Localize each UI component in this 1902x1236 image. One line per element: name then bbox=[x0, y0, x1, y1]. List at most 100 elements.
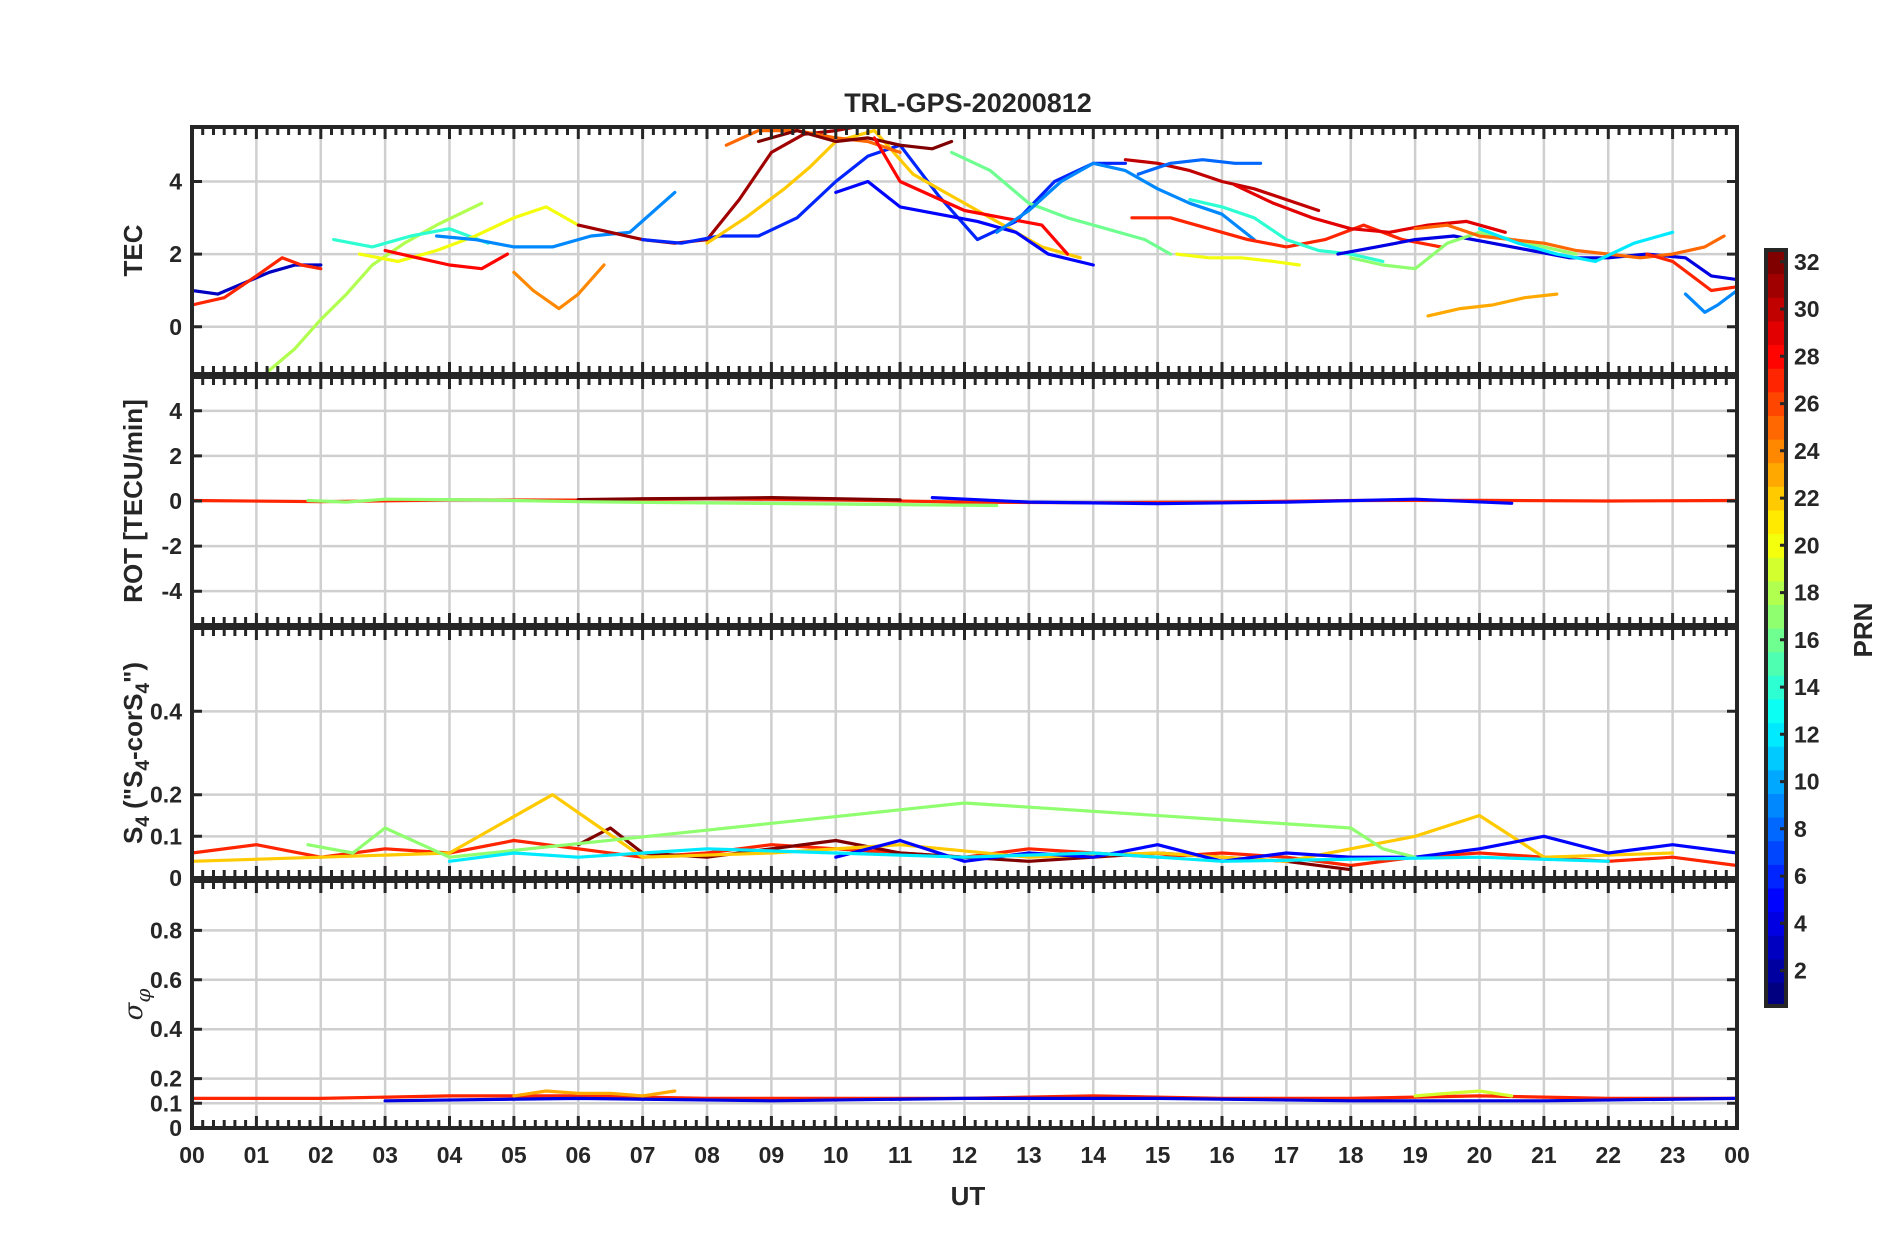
colorbar-tick-label: 6 bbox=[1794, 863, 1807, 889]
colorbar-tick-label: 10 bbox=[1794, 769, 1820, 795]
panel-rot-ylabel: ROT [TECU/min] bbox=[118, 399, 148, 603]
colorbar-ticks bbox=[1780, 260, 1786, 973]
tick-marks bbox=[190, 881, 1739, 1130]
series-prn-6 bbox=[640, 143, 1128, 245]
series-prn-24 bbox=[512, 263, 606, 311]
colorbar-segment bbox=[1766, 557, 1786, 582]
y-tick-label: -4 bbox=[162, 578, 183, 604]
colorbar-segment bbox=[1766, 958, 1786, 983]
ylabel-part: -corS bbox=[118, 694, 148, 760]
colorbar-segment bbox=[1766, 817, 1786, 842]
colorbar-tick-label: 32 bbox=[1794, 249, 1820, 275]
series-prn-23 bbox=[512, 1089, 677, 1098]
y-tick-label: 0.2 bbox=[150, 782, 182, 808]
panel-sigma: 00.10.2 0.4 0.6 0.8 σφ bbox=[119, 879, 1739, 1141]
series-prn-19 bbox=[1413, 1089, 1514, 1098]
ylabel-sigma: σ bbox=[119, 1001, 149, 1020]
series-prn-25 bbox=[1413, 223, 1726, 260]
x-tick-label: 12 bbox=[952, 1142, 978, 1168]
x-tick-label: 11 bbox=[888, 1142, 913, 1168]
series-prn-31 bbox=[576, 127, 857, 245]
y-tick-label: 0.1 bbox=[150, 1090, 182, 1116]
x-tick-labels: 00 01 02 03 04 05 06 07 08 09 10 11 12 13 14 15 16 17 18 19… bbox=[179, 1142, 1750, 1168]
panel-s4-series bbox=[192, 793, 1737, 872]
series-prn-27 bbox=[192, 256, 323, 307]
series-prn-27 bbox=[1130, 216, 1443, 249]
series-prn-14 bbox=[332, 227, 490, 249]
colorbar-segment bbox=[1766, 415, 1786, 440]
x-tick-label: 10 bbox=[823, 1142, 849, 1168]
y-tick-label: 0 bbox=[169, 865, 182, 891]
series-prn-5 bbox=[834, 179, 1095, 267]
series-prn-16 bbox=[949, 150, 1173, 256]
tick-marks bbox=[190, 377, 1739, 625]
colorbar-tick-label: 30 bbox=[1794, 296, 1820, 322]
ylabel-part: 4 bbox=[133, 683, 154, 694]
colorbar-segment bbox=[1766, 698, 1786, 724]
series-prn-12 bbox=[447, 847, 1610, 863]
colorbar-segment bbox=[1766, 722, 1786, 747]
y-tick-label: 2 bbox=[169, 241, 182, 267]
colorbar-segment bbox=[1766, 509, 1786, 535]
series-prn-30 bbox=[1123, 158, 1321, 213]
colorbar-segment bbox=[1766, 675, 1786, 700]
y-tick-label: 0.8 bbox=[150, 917, 182, 943]
x-tick-label: 15 bbox=[1145, 1142, 1171, 1168]
x-tick-label: 04 bbox=[437, 1142, 463, 1168]
y-tick-label: 0 bbox=[169, 488, 182, 514]
x-tick-label: 03 bbox=[372, 1142, 398, 1168]
series-prn-4 bbox=[1336, 234, 1737, 282]
y-tick-label: 0.2 bbox=[150, 1066, 182, 1092]
panel-sigma-ylabel: σφ bbox=[119, 989, 155, 1021]
colorbar-tick-label: 22 bbox=[1794, 485, 1820, 511]
colorbar-tick-label: 12 bbox=[1794, 721, 1820, 747]
series-prn-17 bbox=[306, 801, 1417, 859]
panel-s4-grid bbox=[192, 628, 1737, 880]
x-axis-label: UT bbox=[951, 1181, 986, 1211]
x-tick-label: 06 bbox=[565, 1142, 591, 1168]
series-prn-20 bbox=[1175, 252, 1301, 267]
colorbar-tick-label: 28 bbox=[1794, 343, 1820, 369]
x-tick-label: 16 bbox=[1209, 1142, 1235, 1168]
colorbar-tick-label: 4 bbox=[1794, 910, 1807, 936]
colorbar-tick-label: 20 bbox=[1794, 532, 1820, 558]
colorbar-segment bbox=[1766, 297, 1786, 322]
colorbar-frame bbox=[1764, 248, 1788, 1008]
series-prn-5 bbox=[834, 834, 1737, 863]
y-tick-label: 0 bbox=[169, 1115, 182, 1141]
colorbar-segment bbox=[1766, 462, 1786, 487]
tick-marks bbox=[190, 127, 1739, 374]
series-prn-5 bbox=[930, 496, 1514, 506]
ylabel-part: S bbox=[118, 827, 148, 844]
colorbar-segment bbox=[1766, 840, 1786, 865]
ylabel-part: 4 bbox=[133, 816, 154, 827]
panel-s4: 00.10.20.4S4 ("S4-corS4") bbox=[118, 626, 1739, 891]
series-prn-9 bbox=[435, 190, 677, 249]
panel-tec-series bbox=[192, 127, 1737, 372]
colorbar-segment bbox=[1766, 604, 1786, 629]
colorbar-tick-label: 26 bbox=[1794, 391, 1820, 417]
y-tick-label: 0.1 bbox=[150, 823, 182, 849]
series-prn-17 bbox=[306, 497, 999, 508]
colorbar-label: PRN bbox=[1848, 603, 1878, 658]
x-tick-label: 14 bbox=[1080, 1142, 1106, 1168]
y-tick-label: 0.6 bbox=[150, 967, 182, 993]
y-tick-label: 4 bbox=[169, 168, 182, 194]
panel-rot-ticks bbox=[190, 377, 1739, 625]
ylabel-part: 4 bbox=[133, 760, 154, 771]
x-tick-label: 09 bbox=[759, 1142, 785, 1168]
series-prn-17 bbox=[1349, 230, 1578, 271]
ylabel-part: ("S bbox=[118, 771, 148, 817]
colorbar-segment bbox=[1766, 533, 1786, 558]
panel-tec-ylabel: TEC bbox=[118, 224, 148, 276]
series-prn-4 bbox=[383, 1096, 1737, 1103]
tick-marks bbox=[190, 628, 1739, 880]
x-tick-label: 21 bbox=[1531, 1142, 1557, 1168]
colorbar-tick-label: 18 bbox=[1794, 580, 1820, 606]
x-tick-label: 05 bbox=[501, 1142, 527, 1168]
series-prn-22 bbox=[192, 793, 1675, 863]
x-tick-label: 02 bbox=[308, 1142, 334, 1168]
colorbar-segment bbox=[1766, 935, 1786, 960]
series-prn-18 bbox=[267, 201, 484, 372]
